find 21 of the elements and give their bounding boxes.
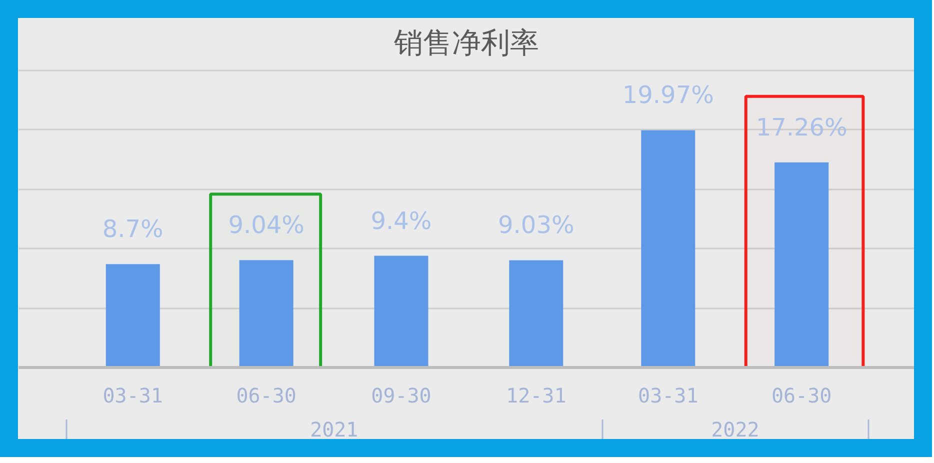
bar bbox=[641, 130, 696, 368]
data-label: 8.7% bbox=[102, 215, 164, 244]
text: 2021 bbox=[310, 418, 358, 442]
bar bbox=[106, 264, 160, 368]
bar bbox=[774, 162, 829, 368]
bar bbox=[239, 260, 294, 368]
data-label: 9.04% bbox=[228, 211, 304, 240]
text: 2022 bbox=[711, 418, 760, 442]
data-label: 17.26% bbox=[756, 113, 848, 142]
x-tick-label: 09-30 bbox=[371, 384, 432, 408]
data-label: 19.97% bbox=[622, 81, 714, 110]
bar bbox=[374, 256, 428, 368]
bar bbox=[509, 260, 564, 368]
x-tick-label: 06-30 bbox=[771, 384, 832, 408]
x-tick-label: 06-30 bbox=[236, 384, 296, 408]
chart-title: 销售净利率 bbox=[393, 26, 539, 60]
x-tick-label: 03-31 bbox=[638, 384, 698, 408]
data-label: 9.4% bbox=[370, 206, 432, 235]
x-tick-label: 12-31 bbox=[506, 384, 566, 408]
x-tick-label: 03-31 bbox=[102, 384, 163, 408]
data-label: 9.03% bbox=[498, 211, 574, 240]
